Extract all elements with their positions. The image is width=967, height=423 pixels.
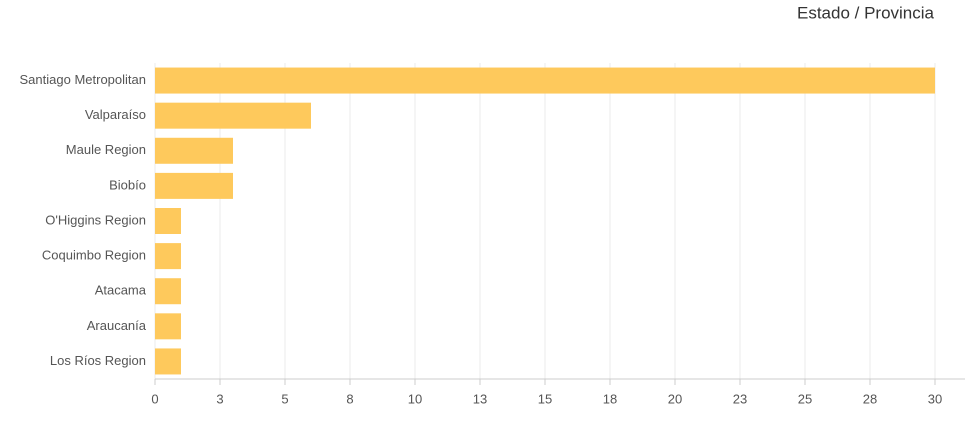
x-tick-label: 15 (538, 391, 552, 406)
bar (155, 243, 181, 270)
x-tick-label: 18 (603, 391, 617, 406)
bar (155, 67, 935, 94)
bar (155, 313, 181, 340)
y-tick-label: Los Ríos Region (50, 353, 146, 368)
bar (155, 208, 181, 234)
y-tick-label: O'Higgins Region (45, 212, 146, 227)
x-tick-label: 13 (473, 391, 487, 406)
y-tick-label: Maule Region (66, 142, 146, 157)
y-tick-label: Biobío (109, 177, 146, 192)
x-tick-label: 25 (798, 391, 812, 406)
x-tick-label: 3 (216, 391, 223, 406)
x-tick-label: 28 (863, 391, 877, 406)
y-tick-label: Valparaíso (85, 107, 146, 122)
x-tick-label: 23 (733, 391, 747, 406)
y-tick-label: Araucanía (87, 318, 147, 333)
x-tick-label: 0 (151, 391, 158, 406)
chart-title: Estado / Provincia (797, 3, 935, 22)
x-tick-label: 5 (281, 391, 288, 406)
y-tick-label: Coquimbo Region (42, 248, 146, 263)
bar (155, 278, 181, 305)
bar (155, 102, 311, 129)
y-tick-label: Atacama (95, 283, 147, 298)
x-tick-label: 20 (668, 391, 682, 406)
bar (155, 172, 233, 199)
bar (155, 137, 233, 164)
x-tick-label: 8 (346, 391, 353, 406)
bar (155, 348, 181, 375)
x-tick-label: 10 (408, 391, 422, 406)
y-tick-label: Santiago Metropolitan (20, 72, 146, 87)
x-tick-label: 30 (928, 391, 942, 406)
